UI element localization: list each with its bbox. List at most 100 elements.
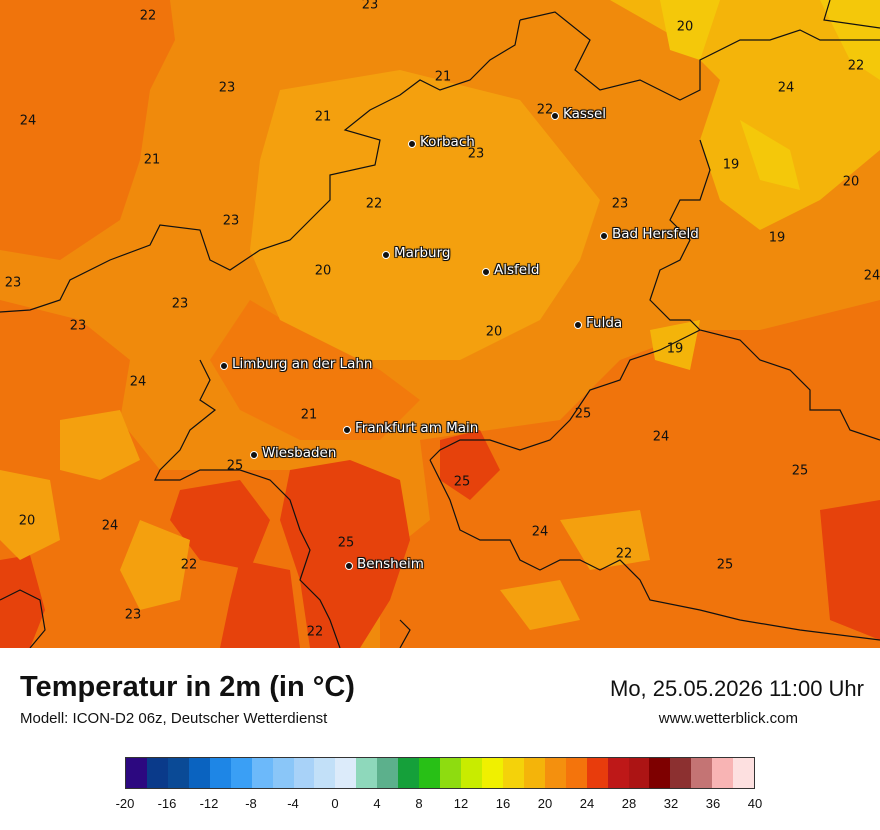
legend-swatch xyxy=(481,758,503,788)
legend-tick-label: 4 xyxy=(373,796,381,811)
temperature-value: 24 xyxy=(101,518,119,534)
city-label: Korbach xyxy=(420,134,475,150)
legend-tick-label: 12 xyxy=(453,796,469,811)
city-marker xyxy=(600,232,608,240)
temperature-value: 20 xyxy=(314,263,332,279)
temperature-value: 24 xyxy=(19,113,37,129)
city-marker xyxy=(343,426,351,434)
legend-swatch xyxy=(586,758,608,788)
temperature-value: 19 xyxy=(666,341,684,357)
color-legend xyxy=(125,757,755,789)
city-label: Fulda xyxy=(586,315,623,331)
legend-swatch xyxy=(209,758,231,788)
temperature-value: 23 xyxy=(611,196,629,212)
temperature-value: 20 xyxy=(18,513,36,529)
temperature-value: 19 xyxy=(768,230,786,246)
legend-swatch xyxy=(419,758,441,788)
legend-swatch xyxy=(146,758,168,788)
temperature-value: 24 xyxy=(652,429,670,445)
temperature-value: 23 xyxy=(222,213,240,229)
temperature-value: 21 xyxy=(300,407,318,423)
legend-swatch xyxy=(188,758,210,788)
map-title: Temperatur in 2m (in °C) xyxy=(20,671,355,703)
temperature-value: 25 xyxy=(791,463,809,479)
legend-swatch xyxy=(461,758,482,788)
temperature-value: 21 xyxy=(143,152,161,168)
temperature-value: 22 xyxy=(615,546,633,562)
city-marker xyxy=(574,321,582,329)
city-label: Frankfurt am Main xyxy=(355,420,479,436)
legend-tick-label: -4 xyxy=(287,796,299,811)
legend-swatch xyxy=(502,758,524,788)
legend-swatch xyxy=(230,758,252,788)
temperature-value: 20 xyxy=(842,174,860,190)
temperature-map xyxy=(0,0,880,648)
temperature-value: 23 xyxy=(467,146,485,162)
legend-swatch xyxy=(440,758,461,788)
legend-tick-label: 28 xyxy=(621,796,637,811)
legend-tick-label: -12 xyxy=(199,796,219,811)
temperature-value: 24 xyxy=(863,268,880,284)
city-label: Bad Hersfeld xyxy=(612,226,699,242)
temperature-value: 24 xyxy=(129,374,147,390)
temperature-value: 20 xyxy=(485,324,503,340)
legend-tick-label: 8 xyxy=(415,796,423,811)
legend-swatch xyxy=(544,758,566,788)
legend-tick-label: -8 xyxy=(245,796,257,811)
legend-tick-label: 40 xyxy=(747,796,763,811)
legend-swatch xyxy=(670,758,692,788)
city-label: Wiesbaden xyxy=(262,445,337,461)
model-info: Modell: ICON-D2 06z, Deutscher Wetterdie… xyxy=(20,710,328,727)
website-link[interactable]: www.wetterblick.com xyxy=(658,710,798,727)
legend-tick-label: 16 xyxy=(495,796,511,811)
city-marker xyxy=(382,251,390,259)
temperature-value: 23 xyxy=(69,318,87,334)
legend-swatch xyxy=(272,758,294,788)
temperature-value: 24 xyxy=(531,524,549,540)
temperature-value: 25 xyxy=(337,535,355,551)
legend-ticks: -20 -16 -12 -8 -4 0 4 8 12 16 20 24 28 32 36 40 xyxy=(116,796,763,812)
legend-swatch xyxy=(126,758,147,788)
temperature-value: 22 xyxy=(180,557,198,573)
legend-tick-label: -20 xyxy=(115,796,135,811)
city-label: Limburg an der Lahn xyxy=(232,356,373,372)
temperature-value: 20 xyxy=(676,19,694,35)
map-layer xyxy=(0,0,880,648)
temperature-value: 22 xyxy=(306,624,324,640)
city-label: Bensheim xyxy=(357,556,424,572)
city-label: Kassel xyxy=(563,106,607,122)
temperature-value: 23 xyxy=(218,80,236,96)
legend-swatch xyxy=(607,758,629,788)
legend-swatch xyxy=(251,758,273,788)
temperature-value: 22 xyxy=(847,58,865,74)
legend-swatch xyxy=(523,758,545,788)
legend-swatch xyxy=(565,758,587,788)
temperature-value: 25 xyxy=(716,557,734,573)
legend-swatch xyxy=(377,758,399,788)
legend-swatch xyxy=(649,758,671,788)
legend-swatch xyxy=(733,758,755,788)
legend-tick-label: 20 xyxy=(537,796,553,811)
city-marker xyxy=(551,112,559,120)
temperature-value: 25 xyxy=(226,458,244,474)
temperature-value: 25 xyxy=(574,406,592,422)
legend-tick-label: 36 xyxy=(705,796,721,811)
legend-swatch xyxy=(167,758,189,788)
temperature-value: 22 xyxy=(536,102,554,118)
city-marker xyxy=(220,362,228,370)
legend-swatch xyxy=(335,758,357,788)
city-marker xyxy=(345,562,353,570)
city-label: Alsfeld xyxy=(494,262,540,278)
city-label: Marburg xyxy=(394,245,451,261)
legend-swatch xyxy=(314,758,336,788)
temperature-value: 25 xyxy=(453,474,471,490)
legend-tick-label: 24 xyxy=(579,796,595,811)
temperature-value: 19 xyxy=(722,157,740,173)
legend-swatch xyxy=(293,758,315,788)
temperature-value: 21 xyxy=(434,69,452,85)
temperature-value: 23 xyxy=(4,275,22,291)
legend-tick-label: 32 xyxy=(663,796,679,811)
city-marker xyxy=(250,451,258,459)
legend-tick-label: 0 xyxy=(331,796,339,811)
temperature-value: 22 xyxy=(365,196,383,212)
